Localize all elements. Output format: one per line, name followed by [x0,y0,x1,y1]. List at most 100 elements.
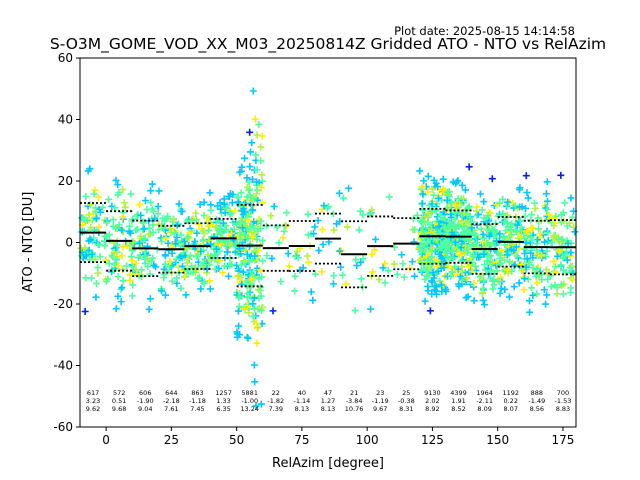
scatter-point [251,378,259,386]
scatter-point [135,254,143,262]
scatter-point [521,250,529,258]
scatter-point [536,230,544,238]
scatter-point [508,267,516,275]
scatter-point [220,200,228,208]
scatter-point [315,247,323,255]
scatter-point [161,260,169,268]
y-tick-label: 40 [58,113,73,127]
scatter-point [113,241,121,249]
scatter-point [147,257,155,265]
scatter-point [258,306,266,314]
scatter-point [393,271,401,279]
scatter-point [468,224,476,232]
scatter-point [522,204,530,212]
scatter-point [253,131,261,139]
scatter-point [479,296,487,304]
scatter-point [543,205,551,213]
scatter-point [463,274,471,282]
scatter-point [399,260,407,268]
scatter-point [79,214,87,222]
scatter-point [246,191,254,199]
scatter-point [461,186,469,194]
scatter-point [367,305,375,313]
bin-annotation-text: 3.23 [86,397,100,405]
scatter-point [457,217,465,225]
scatter-point [426,307,434,315]
y-tick-label: 60 [58,51,73,65]
scatter-point [307,288,315,296]
scatter-point [501,218,509,226]
scatter-point [206,277,214,285]
scatter-point [329,280,337,288]
scatter-point [518,260,526,268]
scatter-point [277,278,285,286]
scatter-point [385,193,393,201]
scatter-point [553,252,561,260]
scatter-point [390,260,398,268]
scatter-point [154,202,162,210]
scatter-point [371,246,379,254]
scatter-point [543,197,551,205]
scatter-point [236,168,244,176]
scatter-point [560,217,568,225]
scatter-point [233,193,241,201]
scatter-point [257,157,265,165]
scatter-point [207,240,215,248]
scatter-point [145,305,153,313]
scatter-point [464,204,472,212]
scatter-point [246,163,254,171]
scatter-point [499,210,507,218]
scatter-point [418,183,426,191]
scatter-point [496,237,504,245]
scatter-point [183,259,191,267]
scatter-point [259,257,267,265]
bin-annotation-text: 888 [531,389,543,397]
scatter-point [548,239,556,247]
x-tick-label: 100 [356,433,379,447]
scatter-point [119,243,127,251]
scatter-point [255,120,263,128]
scatter-point [83,216,91,224]
scatter-point [461,249,469,257]
scatter-point [523,189,531,197]
scatter-point [496,254,504,262]
scatter-point [424,218,432,226]
scatter-point [164,212,172,220]
scatter-point [445,188,453,196]
scatter-point [136,201,144,209]
scatter-point [433,236,441,244]
scatter-point [487,267,495,275]
scatter-point [207,206,215,214]
scatter-point [428,185,436,193]
scatter-point [252,402,260,410]
scatter-point [249,206,257,214]
scatter-point [381,279,389,287]
bin-annotation-text: 0.51 [112,397,126,405]
scatter-point [127,190,135,198]
scatter-point [196,200,204,208]
scatter-point [515,279,523,287]
scatter-point [353,262,361,270]
scatter-point [270,202,278,210]
scatter-point [226,261,234,269]
scatter-point [462,294,470,302]
scatter-point [424,188,432,196]
scatter-point [249,312,257,320]
scatter-point [113,255,120,263]
scatter-point [161,251,169,259]
scatter-point [244,289,252,297]
scatter-point [488,175,496,183]
scatter-point [506,258,514,266]
scatter-point [235,322,243,330]
y-tick-label: -40 [53,359,73,373]
scatter-point [560,266,568,274]
scatter-point [146,295,154,303]
scatter-point [489,277,497,285]
scatter-point [199,227,207,235]
scatter-point [149,228,157,236]
bin-annotation-text: 2.02 [425,397,439,405]
scatter-point [129,281,137,289]
bin-annotation-text: -1.53 [555,397,572,405]
bin-annotation-text: 9.68 [112,405,126,413]
scatter-point [451,263,459,271]
